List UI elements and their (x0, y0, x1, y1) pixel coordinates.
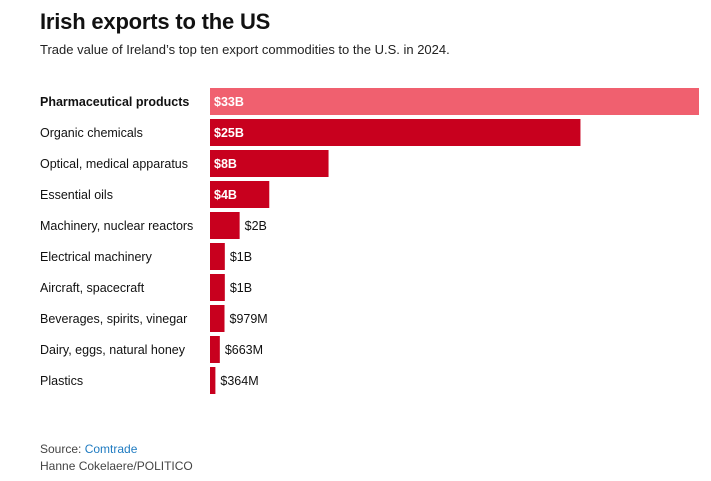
category-label: Essential oils (40, 188, 113, 202)
bar (210, 367, 216, 394)
category-label: Pharmaceutical products (40, 95, 189, 109)
chart-title: Irish exports to the US (40, 9, 271, 34)
credit-note: Hanne Cokelaere/POLITICO (40, 459, 193, 473)
bar (210, 243, 225, 270)
value-label: $25B (214, 126, 244, 140)
chart-subtitle: Trade value of Ireland’s top ten export … (40, 42, 450, 57)
value-label: $2B (245, 219, 267, 233)
source-label: Source: (40, 442, 82, 456)
bar (210, 274, 225, 301)
value-label: $33B (214, 95, 244, 109)
bar (210, 88, 699, 115)
category-label: Plastics (40, 374, 83, 388)
value-label: $663M (225, 343, 263, 357)
value-label: $1B (230, 281, 252, 295)
value-label: $4B (214, 188, 237, 202)
source-link[interactable]: Comtrade (84, 442, 138, 456)
bar (210, 212, 240, 239)
bar-chart: Pharmaceutical products $33B Organic chemi… (40, 88, 699, 394)
category-label: Dairy, eggs, natural honey (40, 343, 186, 357)
category-label: Aircraft, spacecraft (40, 281, 145, 295)
value-label: $364M (220, 374, 258, 388)
value-label: $979M (230, 312, 268, 326)
category-label: Machinery, nuclear reactors (40, 219, 193, 233)
category-label: Optical, medical apparatus (40, 157, 188, 171)
source-note: Source: Comtrade (40, 442, 137, 456)
value-label: $1B (230, 250, 252, 264)
category-label: Electrical machinery (40, 250, 153, 264)
bar (210, 181, 270, 208)
bar (210, 150, 329, 177)
bar (210, 119, 581, 146)
category-label: Organic chemicals (40, 126, 143, 140)
bar (210, 336, 220, 363)
category-label: Beverages, spirits, vinegar (40, 312, 187, 326)
bar (210, 305, 225, 332)
value-label: $8B (214, 157, 237, 171)
